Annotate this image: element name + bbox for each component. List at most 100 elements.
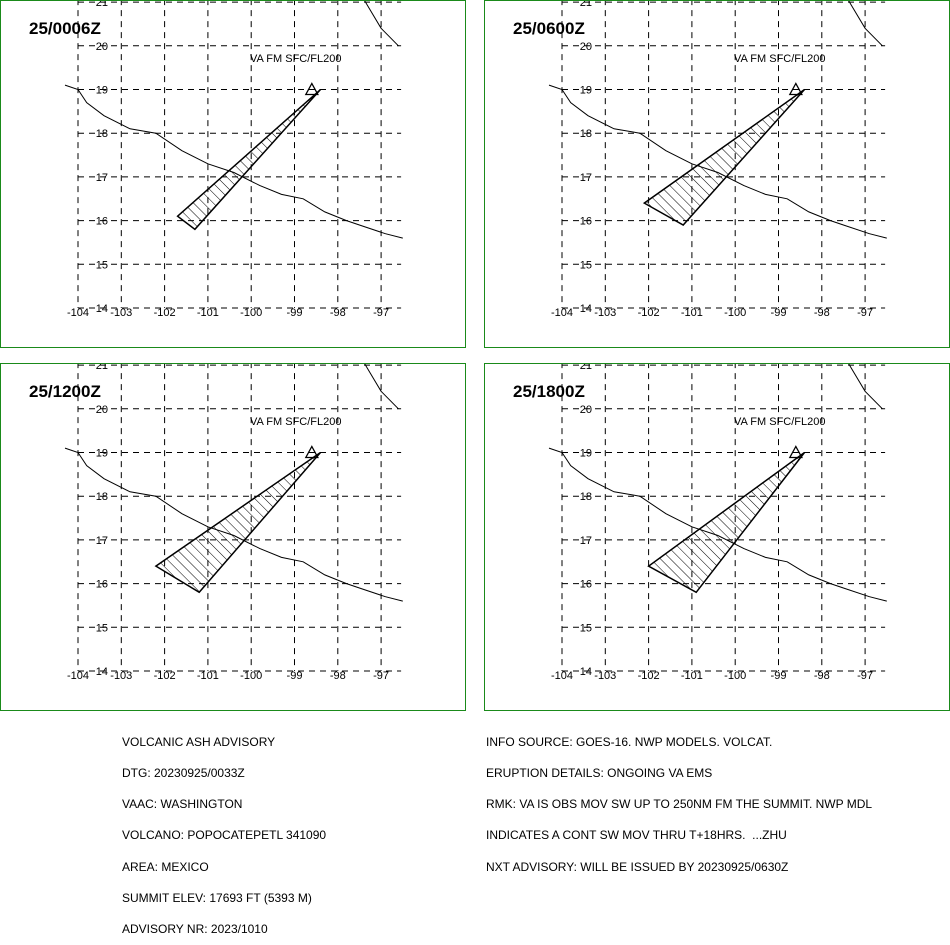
lat-label: 18 [96,128,108,140]
lat-label: 19 [96,85,108,97]
ash-cloud-polygon [176,88,322,231]
map-svg: 14 15 16 17 18 19 20 21 -104 -103 -102 -101 -100 -99 -… [0,0,466,348]
lat-label: 14 [96,303,108,315]
map-svg: 14 15 16 17 18 19 20 21 -104 -103 -102 -101 -100 -99 -… [0,363,466,711]
volcano-icon [788,445,803,459]
lon-label: -103 [594,670,616,682]
advisory-eruption-details: ERUPTION DETAILS: ONGOING VA EMS [486,766,713,781]
lat-label: 16 [96,579,108,591]
gulf-coastline [364,1,399,47]
lat-label: 14 [580,303,592,315]
advisory-summit-elev: SUMMIT ELEV: 17693 FT (5393 M) [122,890,312,905]
flight-level-label: VA FM SFC/FL200 [250,416,342,428]
map-panel-1200z: 14 15 16 17 18 19 20 21 -104 -103 -102 -101 -100 -99 -… [0,363,466,711]
advisory-remark-line-2: INDICATES A CONT SW MOV THRU T+18HRS. ..… [486,828,787,843]
ash-cloud-polygon [647,451,806,594]
lon-label: -104 [67,670,89,682]
lat-label: 17 [96,535,108,547]
lon-label: -97 [373,307,389,319]
lat-label: 16 [580,216,592,228]
gulf-coastline [848,364,883,410]
lon-label: -99 [287,307,303,319]
map-panel-0600z: 14 15 16 17 18 19 20 21 -104 -103 -102 -101 -100 -99 -… [484,0,950,348]
ash-cloud-polygon [154,451,322,594]
advisory-details-block: INFO SOURCE: GOES-16. NWP MODELS. VOLCAT… [486,716,872,882]
panel-frame [0,363,466,711]
map-panel-0006z: 14 15 16 17 18 19 20 21 -104 -103 -102 -101 -100 -99 -… [0,0,466,348]
lon-label: -98 [814,670,830,682]
map-svg: 14 15 16 17 18 19 20 21 -104 -103 -102 -101 -100 -99 -… [484,0,950,348]
lat-label: 17 [580,535,592,547]
valid-time-label: 25/0006Z [29,19,101,38]
lon-label: -98 [814,307,830,319]
lat-label: 18 [96,491,108,503]
lat-label: 20 [580,404,592,416]
valid-time-label: 25/1800Z [513,382,585,401]
lon-label: -99 [771,307,787,319]
gulf-coastline [848,1,883,47]
lon-label: -103 [110,307,132,319]
lon-label: -97 [857,670,873,682]
valid-time-label: 25/1200Z [29,382,101,401]
lon-label: -98 [330,670,346,682]
lat-label: 16 [580,579,592,591]
lat-label: 19 [580,448,592,460]
lon-label: -102 [154,670,176,682]
lat-label: 20 [96,41,108,53]
lat-label: 20 [96,404,108,416]
lon-label: -104 [67,307,89,319]
lat-label: 14 [580,666,592,678]
lat-label: 15 [580,622,592,634]
advisory-info-source: INFO SOURCE: GOES-16. NWP MODELS. VOLCAT… [486,734,773,749]
advisory-remark-line-1: RMK: VA IS OBS MOV SW UP TO 250NM FM THE… [486,797,873,812]
lat-label: 17 [580,172,592,184]
ash-cloud-polygon [642,88,806,226]
lat-label: 14 [96,666,108,678]
lon-label: -100 [724,307,746,319]
map-svg: 14 15 16 17 18 19 20 21 -104 -103 -102 -101 -100 -99 -… [484,363,950,711]
flight-level-label: VA FM SFC/FL200 [734,416,826,428]
gulf-coastline [364,364,399,410]
lon-label: -101 [681,670,703,682]
lat-label: 17 [96,172,108,184]
lon-label: -100 [240,307,262,319]
advisory-next-advisory: NXT ADVISORY: WILL BE ISSUED BY 20230925… [486,859,789,874]
lon-label: -100 [240,670,262,682]
lat-label: 21 [580,0,592,9]
lon-label: -102 [638,307,660,319]
lat-label: 20 [580,41,592,53]
pacific-coastline [64,84,403,239]
lon-label: -101 [197,307,219,319]
map-panel-1800z: 14 15 16 17 18 19 20 21 -104 -103 -102 -101 -100 -99 -… [484,363,950,711]
volcano-icon [304,445,319,459]
lon-label: -97 [373,670,389,682]
flight-level-label: VA FM SFC/FL200 [250,53,342,65]
lat-label: 19 [580,85,592,97]
lon-label: -101 [681,307,703,319]
advisory-dtg: DTG: 20230925/0033Z [122,766,245,781]
volcano-icon [788,82,803,96]
flight-level-label: VA FM SFC/FL200 [734,53,826,65]
lon-label: -99 [771,670,787,682]
panel-frame [0,0,466,348]
lon-label: -102 [638,670,660,682]
lat-label: 15 [580,259,592,271]
advisory-number: ADVISORY NR: 2023/1010 [122,922,268,937]
lon-label: -104 [551,670,573,682]
lon-label: -104 [551,307,573,319]
lat-label: 15 [96,259,108,271]
valid-time-label: 25/0600Z [513,19,585,38]
lat-label: 21 [96,363,108,372]
lat-label: 21 [580,363,592,372]
advisory-header-block: VOLCANIC ASH ADVISORY DTG: 20230925/0033… [122,716,326,945]
lat-label: 19 [96,448,108,460]
advisory-volcano: VOLCANO: POPOCATEPETL 341090 [122,828,327,843]
lon-label: -103 [594,307,616,319]
lon-label: -101 [197,670,219,682]
lon-label: -103 [110,670,132,682]
advisory-vaac: VAAC: WASHINGTON [122,797,243,812]
lat-label: 18 [580,128,592,140]
lon-label: -102 [154,307,176,319]
lat-label: 21 [96,0,108,9]
advisory-title: VOLCANIC ASH ADVISORY [122,734,276,749]
